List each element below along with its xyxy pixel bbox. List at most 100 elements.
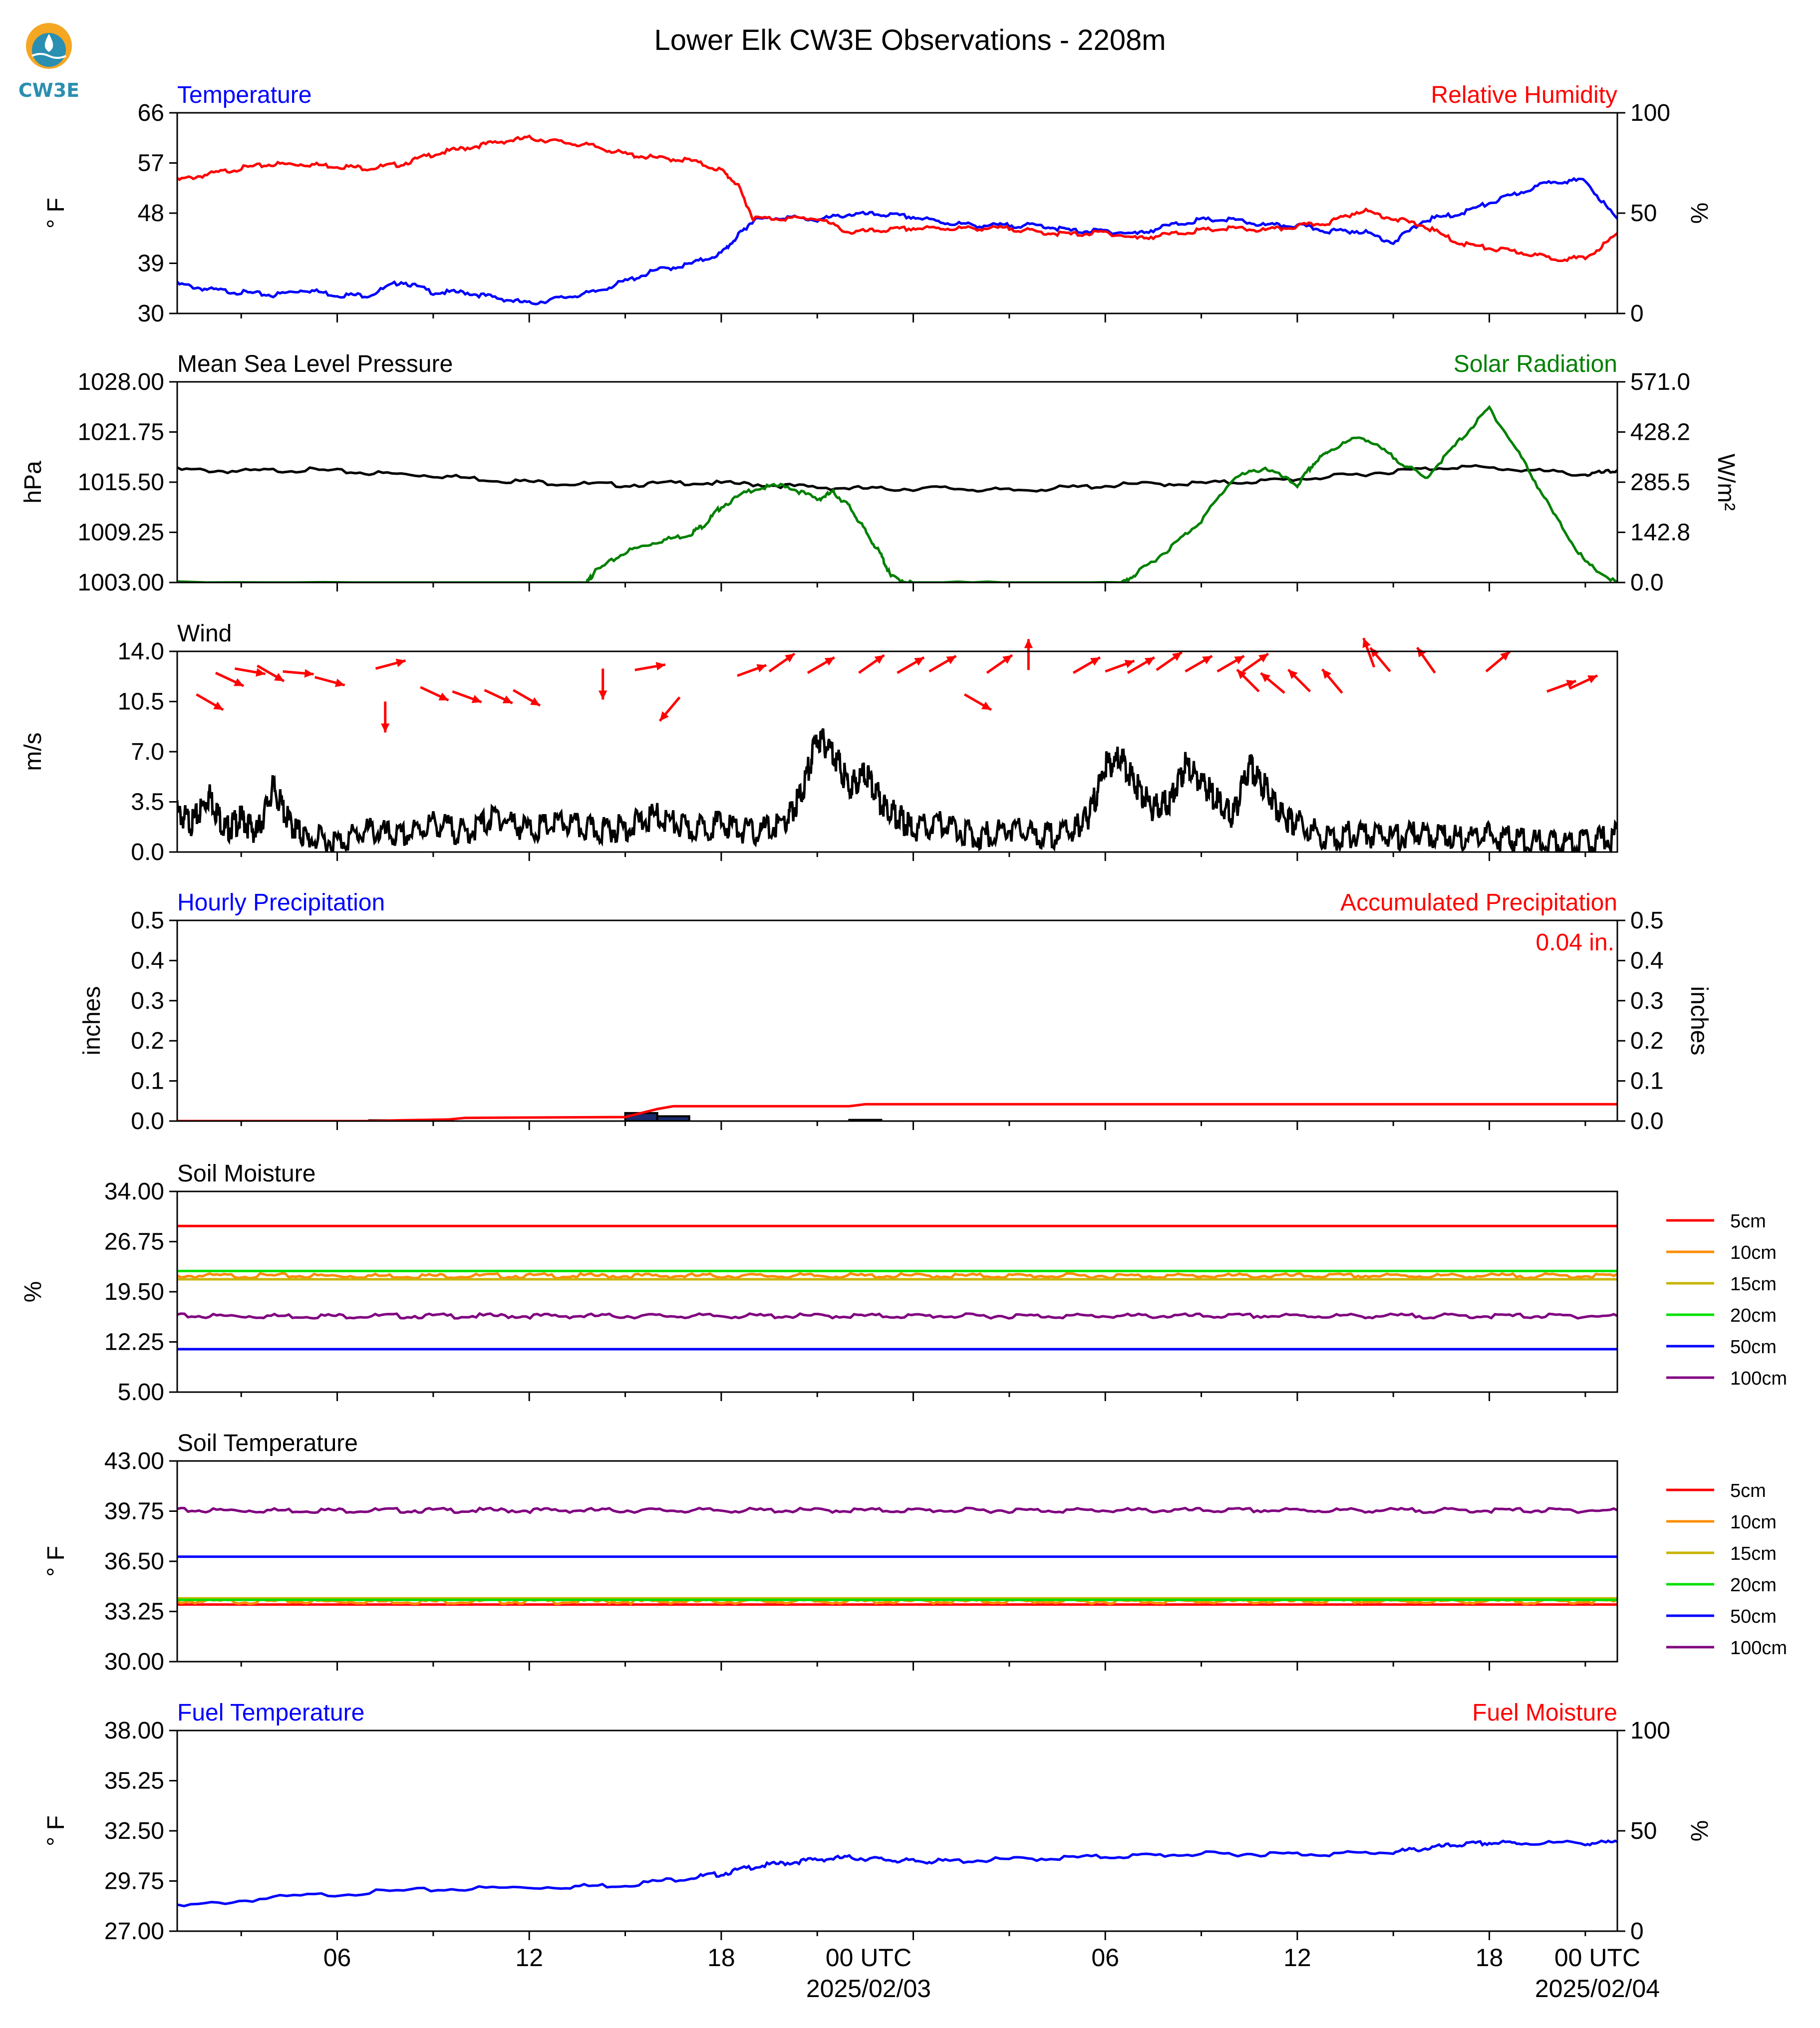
y-tick-label: 35.25 — [104, 1768, 164, 1794]
panel-title-right: Relative Humidity — [1431, 82, 1617, 108]
wind-arrow-icon — [1568, 674, 1598, 690]
y-tick-label: 10.5 — [118, 689, 164, 715]
wind-arrow-icon — [1321, 668, 1343, 694]
accum-annotation: 0.04 in. — [1536, 929, 1614, 956]
panel-title-left: Wind — [177, 620, 232, 647]
wind-arrow-icon — [375, 658, 406, 670]
precip-bar — [656, 1115, 690, 1121]
series-line — [177, 728, 1617, 852]
y-tick-label-right: 0.5 — [1630, 907, 1664, 934]
panel-title-right: Accumulated Precipitation — [1340, 889, 1617, 916]
wind-arrow-icon — [598, 668, 607, 700]
y-tick-label-right: 142.8 — [1630, 520, 1690, 546]
y-tick-label: 0.2 — [131, 1028, 164, 1054]
series-line — [177, 464, 1617, 493]
logo-text: CW3E — [18, 79, 79, 101]
y-tick-label: 26.75 — [104, 1229, 164, 1255]
wind-arrow-icon — [452, 690, 482, 703]
plot-area — [177, 1506, 1617, 1606]
wind-arrow-icon — [1260, 672, 1285, 694]
wind-arrow-icon — [1105, 659, 1135, 673]
y-tick-label: 1028.00 — [77, 369, 164, 395]
series-line — [177, 177, 1617, 305]
y-tick-label: 0.4 — [131, 947, 164, 974]
y-tick-label: 33.25 — [104, 1599, 164, 1625]
wind-arrow-icon — [512, 689, 541, 707]
y-tick-label: 1009.25 — [77, 520, 164, 546]
y-tick-label: 39.75 — [104, 1498, 164, 1525]
legend-label: 20cm — [1730, 1575, 1777, 1596]
logo-wave-icon — [31, 53, 66, 59]
panels: Temperature Relative Humidity 30 39 48 57 66 0 5… — [20, 82, 1787, 1945]
series-line-10cm — [177, 1597, 1617, 1606]
y-tick-label: 0.3 — [131, 988, 164, 1014]
wind-arrow-icon — [1024, 639, 1033, 670]
wind-arrow-icon — [1287, 668, 1311, 693]
logo-drop-icon — [44, 34, 53, 52]
wind-arrow-icon — [1242, 652, 1269, 673]
legend-label: 10cm — [1730, 1512, 1777, 1533]
panel-title-left: Soil Moisture — [177, 1160, 315, 1187]
wind-arrow-icon — [1127, 656, 1156, 674]
legend-label: 5cm — [1730, 1480, 1766, 1501]
wind-arrow-icon — [314, 676, 345, 687]
wind-arrow-icon — [1236, 668, 1260, 693]
panel-3: Wind 0.0 3.5 7.0 10.5 14.0 m/s — [20, 620, 1618, 866]
y-tick-label: 29.75 — [104, 1868, 164, 1895]
x-tick-label: 12 — [1283, 1944, 1311, 1972]
wind-arrow-icon — [1362, 637, 1376, 668]
panel-7: Fuel Temperature Fuel Moisture 27.00 29.75 3… — [43, 1700, 1712, 1945]
panel-title-left: Fuel Temperature — [177, 1700, 364, 1726]
y-axis-label: % — [20, 1281, 46, 1303]
series-line — [177, 405, 1617, 582]
wind-arrow-icon — [634, 662, 666, 671]
y-tick-label: 1021.75 — [77, 419, 164, 446]
legend-label: 15cm — [1730, 1543, 1777, 1564]
y-tick-label-right: 428.2 — [1630, 419, 1690, 446]
y-tick-label-right: 0.3 — [1630, 988, 1664, 1014]
wind-arrow-icon — [257, 664, 285, 682]
y-tick-label: 19.50 — [104, 1279, 164, 1305]
y-axis-label-right: % — [1686, 203, 1712, 224]
plot-frame — [176, 1730, 1618, 1932]
wind-arrow-icon — [1485, 650, 1511, 673]
panel-title-left: Temperature — [177, 82, 311, 108]
legend-label: 100cm — [1730, 1638, 1787, 1659]
wind-arrow-icon — [1216, 655, 1245, 673]
y-tick-label: 48 — [138, 200, 164, 227]
wind-arrow-icon — [1546, 679, 1577, 693]
legend-label: 20cm — [1730, 1305, 1777, 1326]
y-tick-label: 1015.50 — [77, 469, 164, 496]
y-tick-label: 0.0 — [131, 1108, 164, 1135]
y-axis-label: hPa — [20, 461, 46, 504]
wind-arrow-icon — [928, 655, 957, 673]
x-date-label: 2025/02/04 — [1535, 1975, 1660, 2003]
x-tick-label: 00 UTC — [826, 1944, 911, 1972]
x-date-label: 2025/02/03 — [806, 1975, 931, 2003]
y-tick-label: 27.00 — [104, 1918, 164, 1945]
y-tick-label: 39 — [138, 251, 164, 277]
panel-5: Soil Moisture 5.00 12.25 19.50 26.75 34.00% 5c… — [20, 1160, 1787, 1406]
wind-arrow-icon — [986, 654, 1013, 674]
y-axis-label: ° F — [43, 1546, 69, 1577]
cw3e-logo: CW3E — [18, 23, 79, 101]
y-tick-label: 5.00 — [118, 1379, 164, 1406]
y-tick-label: 43.00 — [104, 1448, 164, 1474]
series-line — [177, 134, 1617, 263]
wind-arrow-icon — [963, 693, 992, 711]
panel-6: Soil Temperature 30.00 33.25 36.50 39.75 43.0… — [43, 1430, 1787, 1675]
y-tick-label: 30.00 — [104, 1649, 164, 1675]
y-axis-label-right: % — [1686, 1820, 1712, 1842]
x-tick-label: 06 — [1091, 1944, 1119, 1972]
y-tick-label: 36.50 — [104, 1548, 164, 1575]
series-line-100cm — [177, 1506, 1617, 1514]
legend-label: 100cm — [1730, 1368, 1787, 1389]
figure-title: Lower Elk CW3E Observations - 2208m — [654, 24, 1166, 56]
y-tick-label: 14.0 — [118, 638, 164, 665]
plot-area — [177, 134, 1617, 305]
y-tick-label-right: 100 — [1630, 1718, 1670, 1744]
x-tick-label: 18 — [707, 1944, 735, 1972]
plot-area — [177, 728, 1617, 852]
plot-area — [177, 1839, 1617, 1908]
